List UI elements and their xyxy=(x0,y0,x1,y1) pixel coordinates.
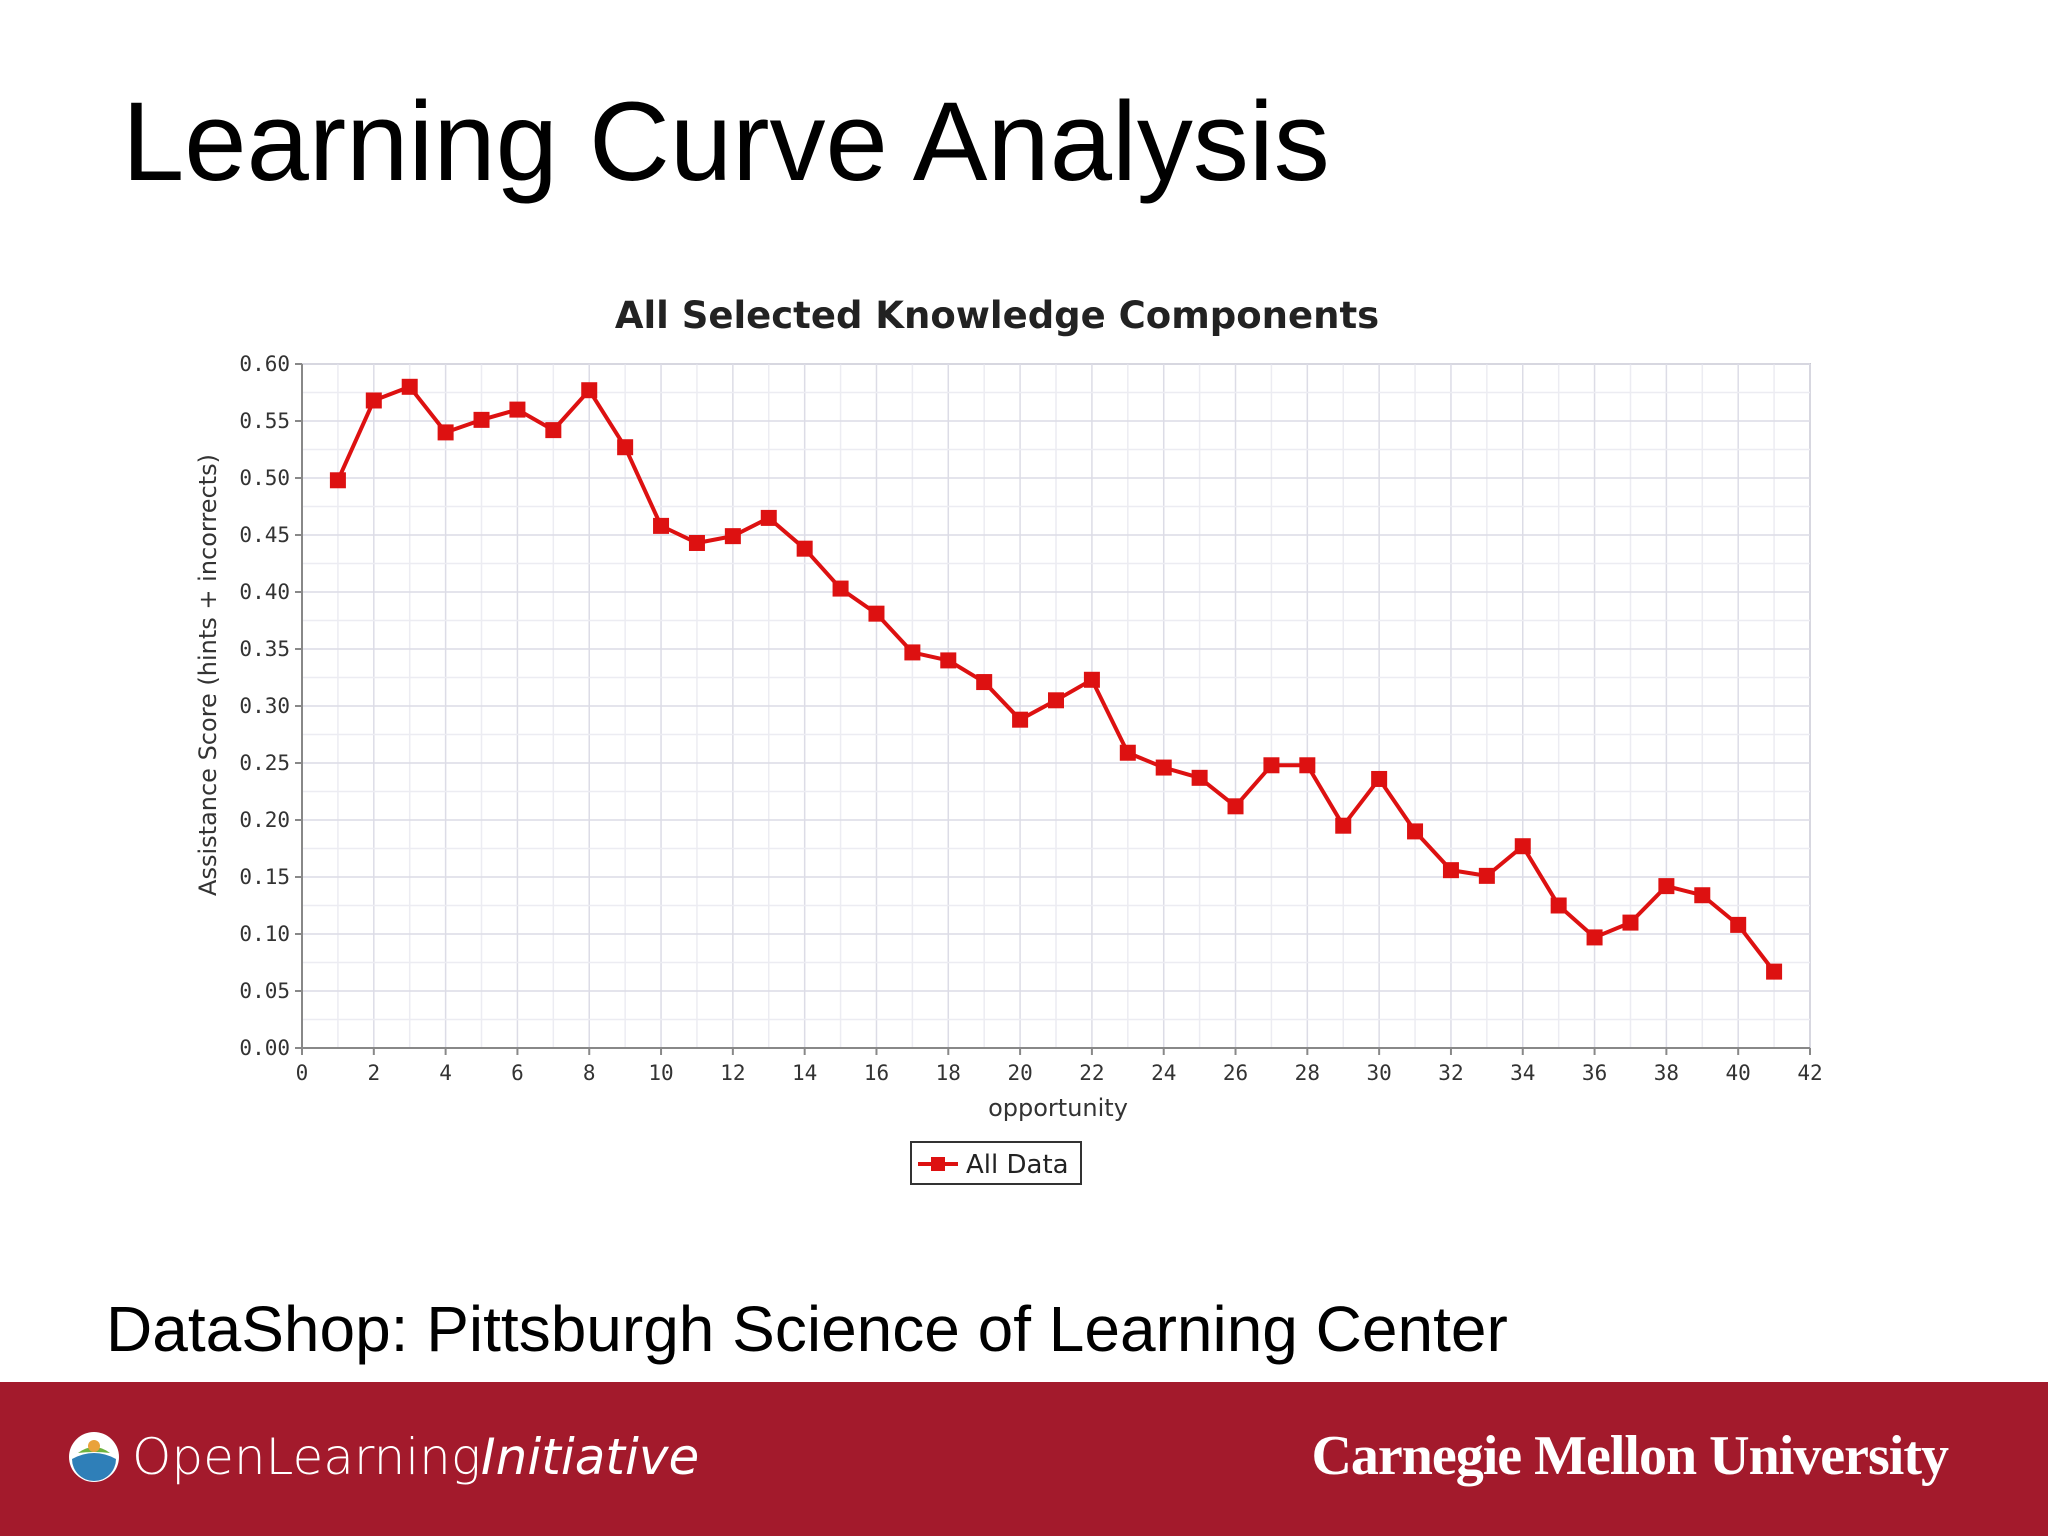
data-point xyxy=(1155,759,1172,776)
chart-title: All Selected Knowledge Components xyxy=(615,294,1379,337)
data-point xyxy=(1442,862,1459,879)
oli-wordmark: OpenLearningInitiative xyxy=(132,1428,699,1486)
y-tick-label: 0.05 xyxy=(239,979,290,1003)
data-point xyxy=(1119,744,1136,761)
data-point xyxy=(581,382,598,399)
data-point xyxy=(365,392,382,409)
legend-marker-swatch xyxy=(931,1157,945,1171)
y-tick-label: 0.15 xyxy=(239,865,290,889)
source-credit: DataShop: Pittsburgh Science of Learning… xyxy=(106,1293,1508,1365)
oli-wordmark-italic: Initiative xyxy=(480,1428,700,1486)
chart-series xyxy=(329,378,1783,980)
data-point xyxy=(1586,929,1603,946)
x-tick-label: 42 xyxy=(1797,1061,1822,1085)
data-point xyxy=(401,378,418,395)
y-tick-label: 0.35 xyxy=(239,637,290,661)
y-tick-label: 0.45 xyxy=(239,523,290,547)
data-point xyxy=(653,517,670,534)
data-point xyxy=(1730,916,1747,933)
y-tick-label: 0.40 xyxy=(239,580,290,604)
data-point xyxy=(1263,757,1280,774)
oli-globe-icon xyxy=(69,1432,119,1482)
y-tick-label: 0.00 xyxy=(239,1036,290,1060)
data-point xyxy=(724,528,741,545)
data-point xyxy=(796,540,813,557)
data-point xyxy=(1227,798,1244,815)
data-point xyxy=(1550,897,1567,914)
x-tick-label: 24 xyxy=(1151,1061,1176,1085)
y-tick-label: 0.10 xyxy=(239,922,290,946)
x-tick-label: 10 xyxy=(648,1061,673,1085)
data-point xyxy=(760,509,777,526)
x-tick-label: 36 xyxy=(1582,1061,1607,1085)
data-point xyxy=(437,424,454,441)
data-point xyxy=(1299,757,1316,774)
data-point xyxy=(545,422,562,439)
data-point xyxy=(1407,823,1424,840)
data-point xyxy=(904,644,921,661)
x-tick-label: 8 xyxy=(583,1061,596,1085)
data-point xyxy=(473,411,490,428)
data-point xyxy=(976,674,993,691)
data-point xyxy=(940,652,957,669)
data-point xyxy=(688,534,705,551)
x-tick-label: 4 xyxy=(439,1061,452,1085)
data-point xyxy=(1694,887,1711,904)
cmu-wordmark: Carnegie Mellon University xyxy=(1311,1425,1949,1487)
data-point xyxy=(832,580,849,597)
oli-wordmark-main: OpenLearning xyxy=(132,1428,481,1486)
legend-label: All Data xyxy=(966,1150,1069,1180)
x-tick-label: 34 xyxy=(1510,1061,1535,1085)
x-tick-label: 32 xyxy=(1438,1061,1463,1085)
oli-logo: OpenLearningInitiative xyxy=(68,1422,699,1492)
chart-axes: 0 2 4 6 8 10 12 14 16 18 20 22 24 26 28 30 32 34 36 38 40 420… xyxy=(239,352,1822,1085)
y-tick-label: 0.25 xyxy=(239,751,290,775)
x-tick-label: 14 xyxy=(792,1061,817,1085)
data-point xyxy=(1658,878,1675,895)
data-point xyxy=(329,472,346,489)
data-point xyxy=(1514,838,1531,855)
x-tick-label: 12 xyxy=(720,1061,745,1085)
x-tick-label: 38 xyxy=(1654,1061,1679,1085)
data-point xyxy=(1335,817,1352,834)
y-tick-label: 0.55 xyxy=(239,409,290,433)
y-tick-label: 0.20 xyxy=(239,808,290,832)
x-tick-label: 26 xyxy=(1223,1061,1248,1085)
data-point xyxy=(1766,963,1783,980)
data-point xyxy=(1012,711,1029,728)
x-tick-label: 22 xyxy=(1079,1061,1104,1085)
y-tick-label: 0.60 xyxy=(239,352,290,376)
data-point xyxy=(1371,770,1388,787)
x-tick-label: 2 xyxy=(367,1061,380,1085)
data-point xyxy=(1191,769,1208,786)
x-tick-label: 20 xyxy=(1007,1061,1032,1085)
x-tick-label: 28 xyxy=(1295,1061,1320,1085)
y-axis-label: Assistance Score (hints + incorrects) xyxy=(194,454,222,896)
x-tick-label: 0 xyxy=(296,1061,309,1085)
data-point xyxy=(868,605,885,622)
data-point xyxy=(1083,671,1100,688)
footer-bar: OpenLearningInitiative Carnegie Mellon U… xyxy=(0,1382,2048,1536)
data-point xyxy=(1478,867,1495,884)
data-point xyxy=(1048,692,1064,709)
data-point xyxy=(617,439,634,456)
x-axis-label: opportunity xyxy=(988,1094,1128,1122)
legend: All Data xyxy=(910,1141,1082,1185)
data-point xyxy=(1622,914,1639,931)
x-tick-label: 6 xyxy=(511,1061,524,1085)
y-tick-label: 0.50 xyxy=(239,466,290,490)
x-tick-label: 18 xyxy=(936,1061,961,1085)
slide-title: Learning Curve Analysis xyxy=(122,79,1330,204)
x-tick-label: 30 xyxy=(1366,1061,1391,1085)
y-tick-label: 0.30 xyxy=(239,694,290,718)
x-tick-label: 40 xyxy=(1726,1061,1751,1085)
data-point xyxy=(509,401,526,418)
x-tick-label: 16 xyxy=(864,1061,889,1085)
